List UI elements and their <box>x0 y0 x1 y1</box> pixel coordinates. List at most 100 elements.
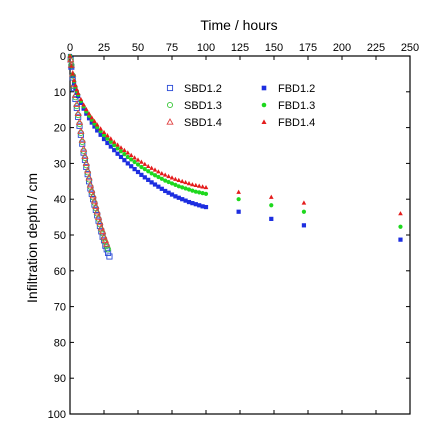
fbd1-3-point <box>146 169 151 174</box>
fbd1-3-point <box>166 179 171 185</box>
fbd1-3-point <box>193 189 198 194</box>
y-axis-title: Infiltration depth / cm <box>24 173 40 303</box>
x-tick-label: 25 <box>98 42 110 54</box>
sbd1-4-point <box>79 145 88 152</box>
fbd1-4-point <box>108 136 114 141</box>
sbd1-2-point <box>106 253 113 260</box>
fbd1-4-point <box>190 182 195 187</box>
fbd1-3-point <box>269 203 274 208</box>
fbd1-2-point <box>197 203 202 208</box>
fbd1-4-point <box>149 165 154 170</box>
fbd1-2-point <box>146 177 151 182</box>
x-tick-label: 0 <box>67 42 73 54</box>
x-tick-label: 50 <box>132 42 144 54</box>
fbd1-4-point <box>128 152 134 157</box>
fbd1-2-point <box>269 216 274 221</box>
fbd1-3-point <box>142 167 147 172</box>
fbd1-3-point <box>163 178 168 183</box>
plot-area: 0 25 50 75 100 125 150 175 200 225 250 0 10 20 30 40 50 6… <box>48 42 420 421</box>
fbd1-2-point <box>176 195 181 200</box>
sbd1-4-point <box>78 136 86 143</box>
fbd1-3-point <box>203 191 209 196</box>
fbd1-4-point <box>70 71 76 76</box>
sbd1-4-point <box>99 227 107 235</box>
fbd1-4-point <box>196 183 202 188</box>
sbd1-4-point <box>94 213 103 220</box>
fbd1-3-point <box>173 182 178 187</box>
fbd1-3-point <box>398 224 403 229</box>
fbd1-2-point <box>203 204 209 210</box>
fbd1-2-point <box>89 120 94 125</box>
fbd1-2-point <box>156 184 161 189</box>
fbd1-2-point <box>186 199 192 205</box>
fbd1-3-point <box>115 146 120 151</box>
sbd1-4-point <box>88 186 96 193</box>
fbd1-3-point <box>156 174 161 180</box>
fbd1-4-point <box>268 194 274 199</box>
sbd1-4-point <box>92 202 100 210</box>
sbd1-4-point <box>84 166 92 174</box>
fbd1-4-point <box>152 167 158 172</box>
fbd1-4-point <box>111 139 117 144</box>
fbd1-2-point <box>95 128 100 133</box>
legend-marker-fbd1-2 <box>261 85 267 91</box>
y-tick-label: 50 <box>54 230 66 242</box>
fbd1-2-point <box>132 167 137 172</box>
fbd1-2-point <box>118 154 124 160</box>
fbd1-3-point <box>152 173 158 178</box>
fbd1-2-point <box>173 194 178 199</box>
fbd1-4-point <box>86 111 92 116</box>
sbd1-4-point <box>85 173 93 181</box>
fbd1-4-point <box>236 189 241 194</box>
fbd1-4-point <box>173 176 178 181</box>
fbd1-2-point <box>129 164 134 169</box>
x-tick-label: 225 <box>367 42 385 54</box>
y-tick-label: 30 <box>54 158 66 170</box>
y-tick-label: 0 <box>60 51 66 63</box>
sbd1-4-point <box>67 55 75 63</box>
fbd1-4-point <box>145 163 151 169</box>
fbd1-4-point <box>89 115 95 120</box>
fbd1-2-point <box>92 124 97 129</box>
sbd1-4-point <box>74 109 82 116</box>
fbd1-4-point <box>203 184 209 190</box>
fbd1-2-point <box>166 190 171 195</box>
y-tick-label: 40 <box>54 194 66 206</box>
fbd1-4-point <box>98 126 103 131</box>
fbd1-4-point <box>75 90 81 96</box>
y-tick-label: 10 <box>54 87 66 99</box>
fbd1-2-point <box>236 209 241 214</box>
fbd1-4-point <box>67 53 73 58</box>
fbd1-4-point <box>78 96 84 102</box>
fbd1-2-point <box>105 140 110 146</box>
fbd1-3-point <box>112 143 117 148</box>
x-axis-title: Time / hours <box>200 17 277 33</box>
fbd1-3-point <box>125 154 130 160</box>
fbd1-2-point <box>142 175 147 180</box>
fbd1-2-point <box>398 237 403 242</box>
y-tick-label: 20 <box>54 123 66 135</box>
sbd1-2-point <box>75 113 82 120</box>
fbd1-2-point <box>108 144 113 149</box>
legend-label-fbd1-2: FBD1.2 <box>278 83 315 95</box>
y-tick-label: 80 <box>54 337 66 349</box>
fbd1-2-point <box>169 192 175 197</box>
fbd1-4-point <box>200 184 205 189</box>
sbd1-4-point <box>81 152 89 159</box>
fbd1-3-point <box>169 181 175 186</box>
legend-label-sbd1-2: SBD1.2 <box>184 83 222 95</box>
fbd1-2-point <box>101 136 107 142</box>
fbd1-3-point <box>180 185 185 190</box>
fbd1-3-point <box>176 184 181 189</box>
x-tick-label: 175 <box>299 42 317 54</box>
fbd1-4-point <box>105 133 110 138</box>
sbd1-2-point <box>105 249 112 256</box>
x-tick-label: 100 <box>197 42 215 54</box>
fbd1-4-point <box>94 122 100 127</box>
y-tick-label: 90 <box>54 373 66 385</box>
legend-marker-sbd1-2 <box>166 84 174 92</box>
x-tick-label: 75 <box>166 42 178 54</box>
fbd1-2-point <box>135 169 141 175</box>
sbd1-4-point <box>75 118 84 125</box>
